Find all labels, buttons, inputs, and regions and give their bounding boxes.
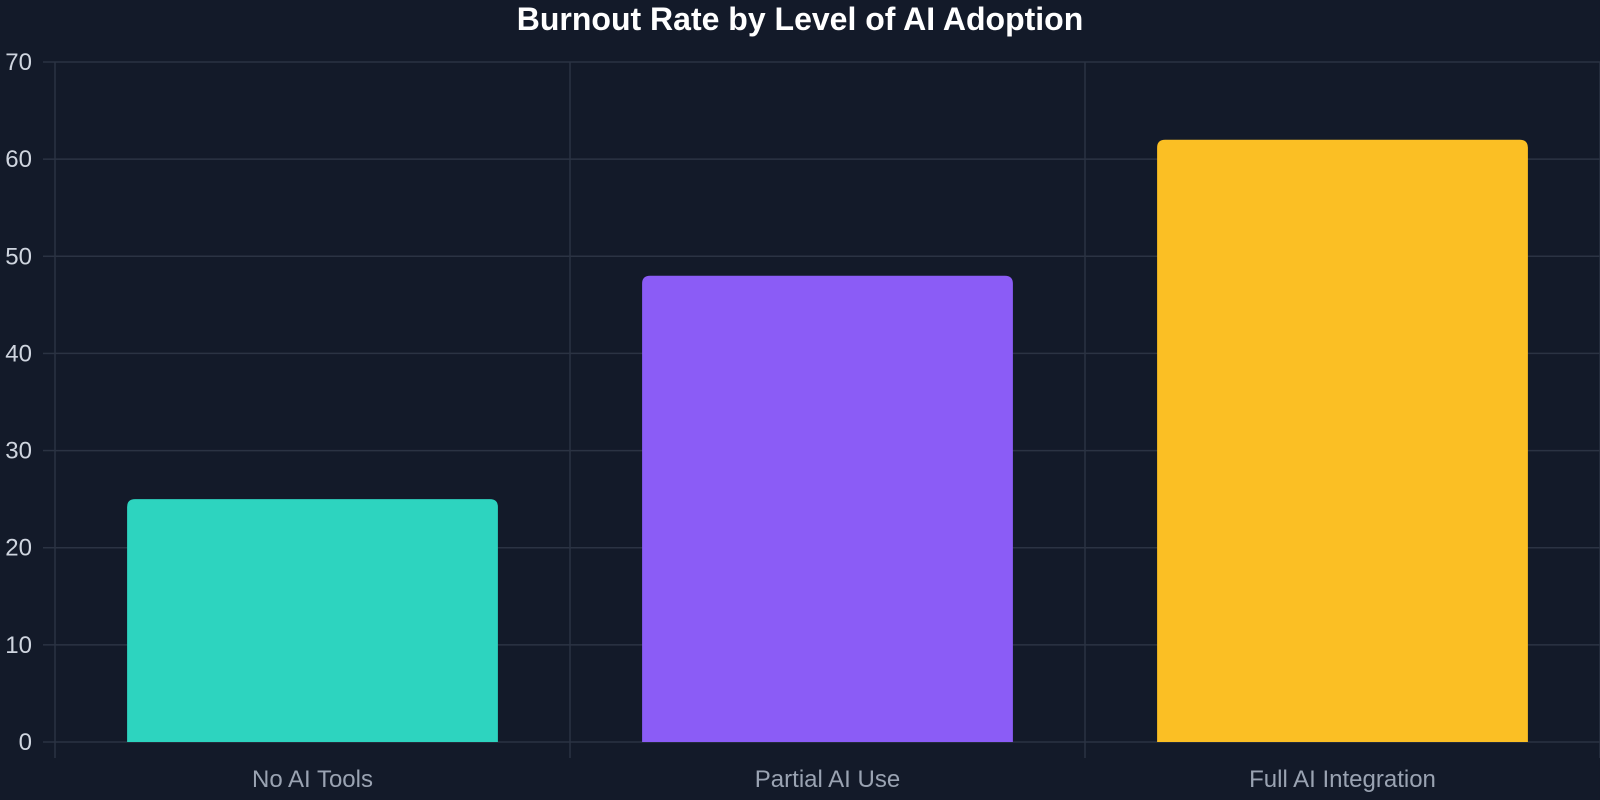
bar-full-ai-integration: [1157, 139, 1528, 742]
y-tick-label: 40: [5, 340, 32, 367]
y-tick-label: 20: [5, 535, 32, 562]
chart-title: Burnout Rate by Level of AI Adoption: [517, 1, 1084, 37]
x-tick-label: Partial AI Use: [755, 766, 900, 793]
y-tick-label: 60: [5, 146, 32, 173]
y-tick-label: 30: [5, 438, 32, 465]
y-axis-ticks: 0 10 20 30 40 50 60 70: [5, 49, 32, 756]
bar-partial-ai-use: [642, 275, 1013, 742]
bar-no-ai-tools: [127, 499, 498, 742]
y-tick-label: 70: [5, 49, 32, 76]
bars-layer: [127, 139, 1528, 742]
y-tick-label: 10: [5, 632, 32, 659]
y-tick-label: 0: [19, 729, 32, 756]
x-tick-label: No AI Tools: [252, 766, 373, 793]
y-tick-label: 50: [5, 243, 32, 270]
x-tick-label: Full AI Integration: [1249, 766, 1436, 793]
x-axis-ticks: No AI Tools Partial AI Use Full AI Integra…: [252, 766, 1436, 793]
